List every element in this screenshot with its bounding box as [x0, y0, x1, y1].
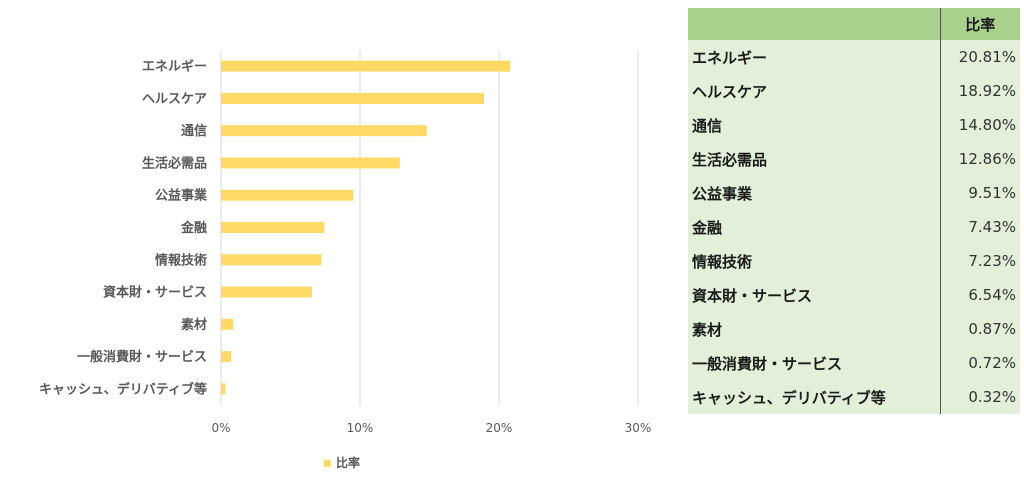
table-row: 通信 14.80% — [688, 108, 1020, 142]
category-label: 金融 — [180, 220, 207, 236]
bar — [221, 92, 484, 104]
legend: 比率 — [324, 455, 360, 470]
category-label: 通信 — [181, 123, 207, 139]
ratio-table: 比率 エネルギー 20.81% ヘルスケア 18.92% 通信 14.80% 生活必需品 12… — [688, 8, 1020, 414]
bar — [221, 318, 234, 330]
table-header-ratio: 比率 — [940, 8, 1020, 40]
category-label: 資本財・サービス — [103, 285, 207, 301]
table-row: エネルギー 20.81% — [688, 40, 1020, 74]
table-row: キャッシュ、デリバティブ等 0.32% — [688, 380, 1020, 414]
row-sector-name: 資本財・サービス — [688, 278, 941, 312]
row-ratio-value: 12.86% — [940, 142, 1020, 176]
table-row: 一般消費財・サービス 0.72% — [688, 346, 1020, 380]
table-header-name — [688, 8, 941, 40]
legend-label: 比率 — [336, 455, 360, 470]
table-body: エネルギー 20.81% ヘルスケア 18.92% 通信 14.80% 生活必需品 12.86… — [688, 40, 1020, 414]
table-row: ヘルスケア 18.92% — [688, 74, 1020, 108]
row-sector-name: 公益事業 — [688, 176, 941, 210]
row-ratio-value: 0.72% — [940, 346, 1020, 380]
category-label: エネルギー — [142, 59, 207, 75]
row-ratio-value: 6.54% — [940, 278, 1020, 312]
row-ratio-value: 0.87% — [940, 312, 1020, 346]
row-sector-name: 一般消費財・サービス — [688, 346, 941, 380]
table-row: 情報技術 7.23% — [688, 244, 1020, 278]
table-row: 素材 0.87% — [688, 312, 1020, 346]
table-row: 公益事業 9.51% — [688, 176, 1020, 210]
row-sector-name: ヘルスケア — [688, 74, 941, 108]
category-label: ヘルスケア — [142, 92, 207, 107]
row-sector-name: 生活必需品 — [688, 142, 941, 176]
row-sector-name: 通信 — [688, 108, 941, 142]
bar — [221, 222, 325, 233]
row-sector-name: 情報技術 — [688, 244, 941, 278]
bar — [221, 60, 511, 72]
x-axis-tick-labels: 0% 10% 20% 30% — [211, 421, 651, 435]
row-sector-name: エネルギー — [688, 40, 941, 74]
x-tick-label: 0% — [211, 421, 230, 435]
legend-swatch — [324, 460, 331, 467]
category-label: 素材 — [181, 317, 207, 333]
row-sector-name: キャッシュ、デリバティブ等 — [688, 380, 941, 414]
row-ratio-value: 14.80% — [940, 108, 1020, 142]
category-labels: エネルギーヘルスケア通信生活必需品公益事業金融情報技術資本財・サービス素材一般消… — [39, 59, 208, 398]
table-row: 金融 7.43% — [688, 210, 1020, 244]
bar — [221, 189, 354, 201]
bar — [221, 254, 322, 266]
bar — [221, 351, 232, 363]
bar — [221, 286, 312, 298]
bars — [221, 60, 511, 395]
x-tick-label: 20% — [486, 421, 513, 435]
bar-chart: エネルギーヘルスケア通信生活必需品公益事業金融情報技術資本財・サービス素材一般消… — [39, 50, 651, 470]
x-tick-label: 30% — [625, 421, 652, 435]
bar — [221, 157, 400, 169]
row-ratio-value: 9.51% — [940, 176, 1020, 210]
x-tick-label: 10% — [347, 421, 374, 435]
row-ratio-value: 20.81% — [940, 40, 1020, 74]
category-label: 一般消費財・サービス — [77, 349, 207, 365]
row-sector-name: 素材 — [688, 312, 941, 346]
row-ratio-value: 7.43% — [940, 210, 1020, 244]
category-label: 情報技術 — [155, 252, 207, 268]
bar — [221, 125, 427, 137]
row-ratio-value: 7.23% — [940, 244, 1020, 278]
table-row: 資本財・サービス 6.54% — [688, 278, 1020, 312]
row-ratio-value: 18.92% — [940, 74, 1020, 108]
row-sector-name: 金融 — [688, 210, 941, 244]
bar — [221, 383, 226, 395]
table-row: 生活必需品 12.86% — [688, 142, 1020, 176]
category-label: キャッシュ、デリバティブ等 — [39, 381, 207, 397]
category-label: 公益事業 — [155, 188, 208, 204]
category-label: 生活必需品 — [142, 155, 207, 171]
table-header-row: 比率 — [688, 8, 1020, 40]
row-ratio-value: 0.32% — [940, 380, 1020, 414]
